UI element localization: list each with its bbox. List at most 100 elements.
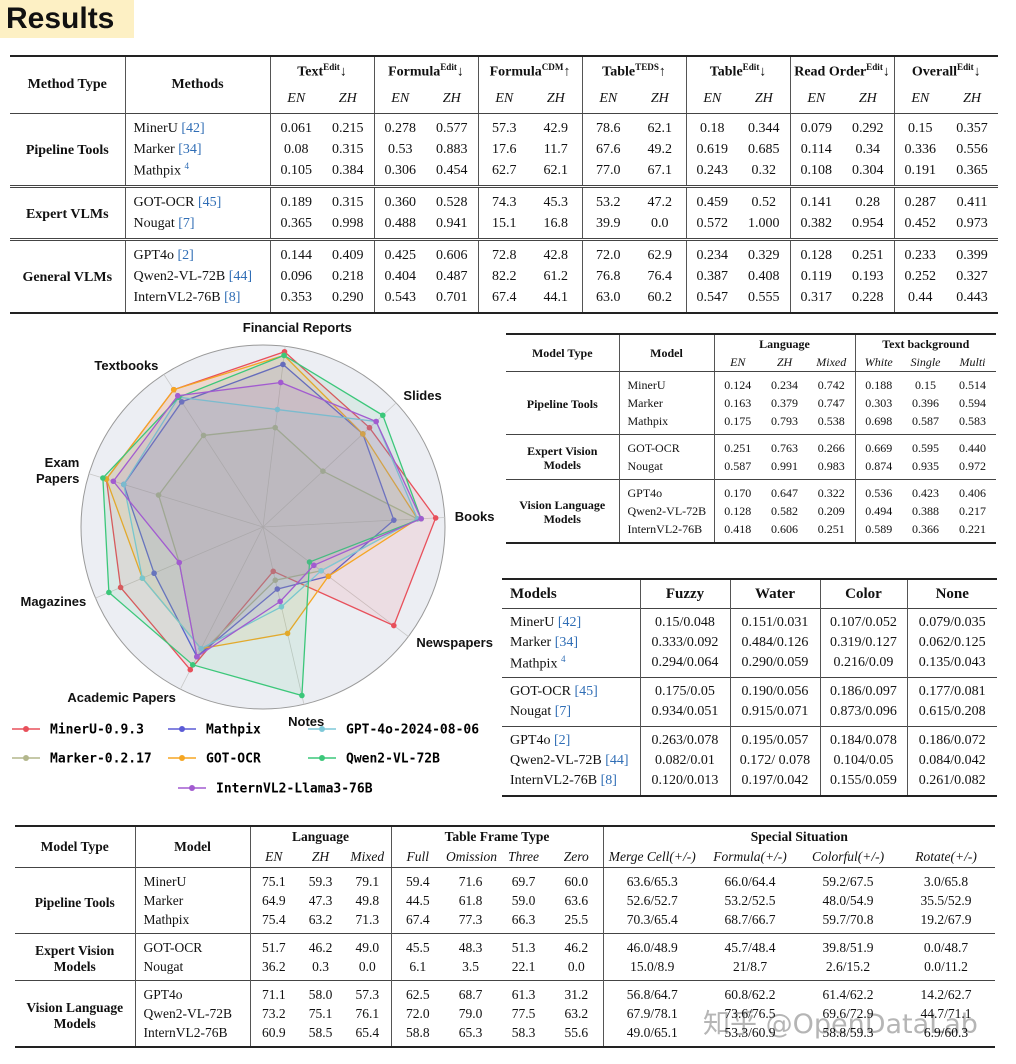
- model-cell: Nougat [7]: [124, 213, 270, 240]
- radar-point: [106, 589, 112, 596]
- value-cell: 0.08: [269, 139, 322, 160]
- value-cell: 0.484/0.126: [729, 633, 820, 653]
- value-cell: 0.319/0.127: [819, 633, 907, 653]
- radar-point: [432, 515, 439, 521]
- row-group: Expert Vision Models GOT-OCR 51.7 46.2 49.0 4…: [15, 933, 996, 981]
- header-row: Model Type Model Language Text background: [506, 334, 997, 372]
- reference: [44]: [605, 753, 629, 768]
- value-cell: 0.0: [567, 958, 585, 974]
- model-cell: Mathpix 4: [502, 653, 640, 678]
- model-cell: InternVL2-76B: [618, 520, 714, 543]
- table-row: Marker 0.163 0.379 0.747 0.303 0.396 0.594: [506, 394, 996, 412]
- model-name: Marker: [510, 635, 552, 650]
- value-cell: 64.9: [249, 891, 297, 910]
- subheader: ZH: [842, 85, 895, 114]
- legend-marker: [23, 755, 29, 761]
- radar-point: [299, 692, 305, 699]
- value-cell: 67.9/78.1: [602, 1004, 702, 1023]
- value-cell: 6.1: [390, 957, 444, 981]
- table-row: Qwen2-VL-72B 0.128 0.582 0.209 0.494 0.388 0.2…: [506, 502, 996, 520]
- subheader: Full: [390, 847, 444, 868]
- value-cell: 0.538: [817, 413, 845, 428]
- value-cell: 0.317: [789, 287, 843, 313]
- value-cell: 0.290/0.059: [729, 653, 820, 678]
- table-row: Qwen2-VL-72B [44] 0.096 0.218 0.404 0.487 82.…: [10, 266, 998, 287]
- value-cell: 39.9: [581, 213, 635, 240]
- row-group: MinerU [42] 0.15/0.048 0.151/0.031 0.107/0.…: [502, 608, 997, 678]
- section-title: Results: [0, 0, 134, 38]
- axis-label: Financial Reports: [242, 320, 352, 336]
- value-cell: 0.935: [912, 458, 939, 473]
- value-cell: 0.747: [817, 395, 845, 410]
- model-name: MinerU: [627, 377, 666, 392]
- value-cell: 0.425: [373, 239, 426, 266]
- reference: [34]: [554, 635, 579, 650]
- table-row: Nougat 36.2 0.3 0.0 6.1 3.5 22.1 0.0 15.0/8.9 21/…: [15, 957, 995, 981]
- group-header: Language: [249, 826, 391, 847]
- group-header: Text background: [854, 334, 997, 353]
- value-cell: 0.114: [789, 139, 843, 160]
- value-cell: 62.5: [390, 980, 444, 1004]
- model-cell: Marker: [618, 394, 714, 412]
- results-table: Method Type Methods TextEdit↓ FormulaEdit↓ F…: [10, 55, 999, 314]
- table-header: Method Type Methods TextEdit↓ FormulaEdit↓ F…: [10, 56, 999, 114]
- radar-point: [418, 515, 424, 522]
- subheader: White: [854, 353, 902, 372]
- value-cell: 0.195/0.057: [729, 726, 820, 751]
- value-cell: 0.188: [854, 371, 902, 394]
- value-cell: 0.292: [852, 120, 884, 136]
- radar-axis: [180, 526, 264, 690]
- subheader: EN: [789, 85, 843, 114]
- axis-label: Books: [454, 508, 495, 524]
- value-cell: 0.084/0.042: [906, 751, 997, 771]
- value-cell: 46.2: [308, 939, 333, 955]
- value-cell: 0.177/0.081: [906, 677, 997, 702]
- value-cell: 0.934/0.051: [639, 702, 730, 727]
- value-cell: 73.6/76.5: [724, 1005, 776, 1021]
- value-cell: 58.8: [390, 1023, 444, 1047]
- reference: [45]: [197, 194, 222, 210]
- model-cell: Nougat: [134, 957, 250, 981]
- legend-label: InternVL2-Llama3-76B: [216, 782, 373, 797]
- value-cell: 0.366: [912, 521, 939, 536]
- value-cell: 49.8: [355, 892, 380, 908]
- value-cell: 58.0: [308, 986, 333, 1002]
- group-header: FormulaCDM↑: [477, 56, 583, 85]
- reference: [8]: [600, 773, 617, 788]
- column-header: Model Type: [40, 839, 109, 854]
- row-group: GPT4o [2] 0.263/0.078 0.195/0.057 0.184/0.0…: [502, 726, 997, 796]
- value-cell: 0.28: [855, 194, 881, 210]
- value-cell: 16.8: [543, 215, 569, 231]
- value-cell: 0.873/0.096: [819, 702, 907, 727]
- value-cell: 79.1: [355, 873, 380, 889]
- header-superscript: Edit: [323, 61, 340, 72]
- model-cell: Nougat: [618, 457, 714, 480]
- model-cell: GOT-OCR: [618, 434, 714, 457]
- group-header: TextEdit↓: [269, 56, 374, 85]
- radar-point: [194, 653, 200, 660]
- subheader: Zero: [550, 847, 604, 868]
- model-name: Nougat: [133, 215, 175, 231]
- value-cell: 0.215: [332, 120, 364, 136]
- model-name: GOT-OCR: [510, 684, 571, 699]
- value-cell: 0.322: [817, 485, 845, 500]
- value-cell: 71.6: [458, 873, 483, 889]
- model-name: GPT4o: [133, 247, 174, 263]
- model-name: Qwen2-VL-72B: [510, 753, 602, 768]
- model-cell: Mathpix: [618, 412, 714, 435]
- model-cell: Marker [34]: [502, 633, 640, 653]
- value-cell: 0.701: [436, 289, 468, 305]
- model-name: Marker: [133, 141, 175, 157]
- model-name: Mathpix: [627, 413, 669, 428]
- subheader: ZH: [634, 85, 687, 114]
- axis-label: Textbooks: [94, 357, 159, 373]
- table-row: General VLMs GPT4o [2] 0.144 0.409 0.425 0.60…: [10, 239, 998, 285]
- model-name: Marker: [143, 892, 184, 908]
- model-name: InternVL2-76B: [627, 521, 703, 536]
- group-header: Special Situation: [602, 826, 996, 847]
- radar-axis: [262, 526, 409, 637]
- value-cell: 63.6/65.3: [602, 867, 702, 891]
- model-cell: GPT4o: [134, 980, 250, 1004]
- value-cell: 0.396: [912, 395, 939, 410]
- footnote-mark: 4: [184, 161, 189, 172]
